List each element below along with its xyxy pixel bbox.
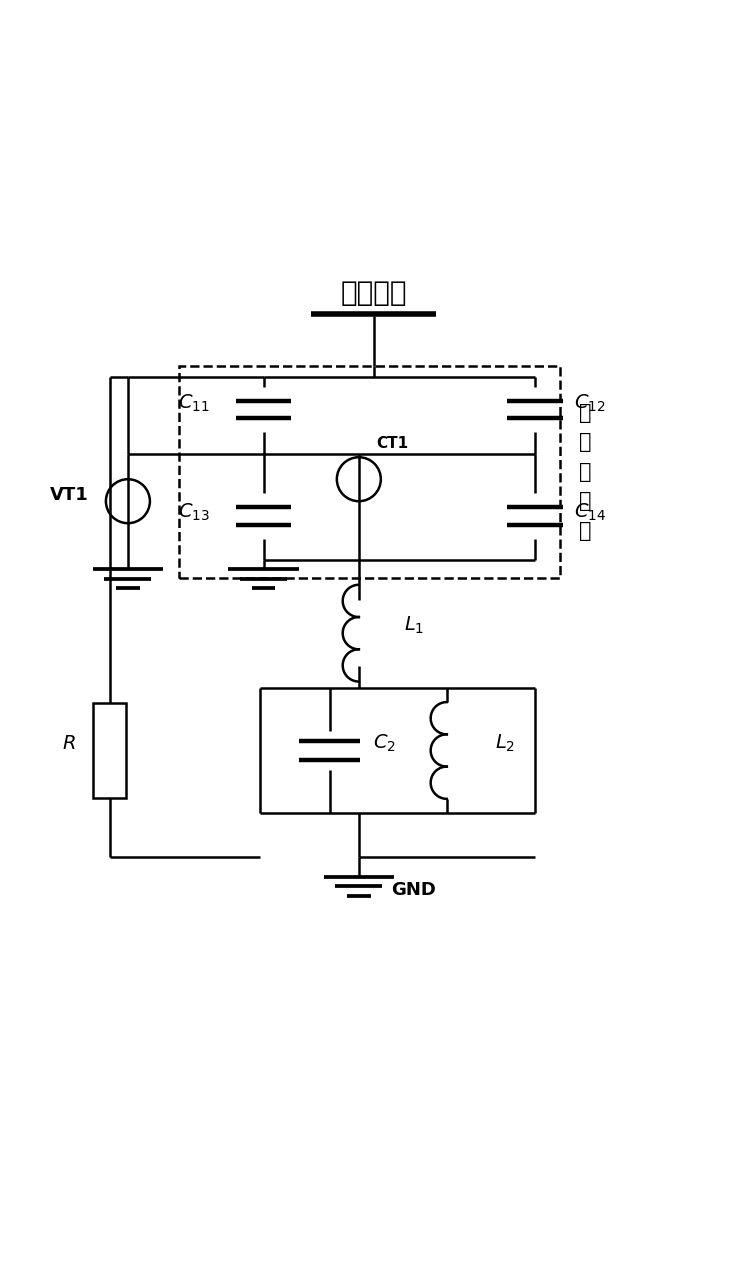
Bar bbox=[93, 703, 125, 798]
Text: $C_{11}$: $C_{11}$ bbox=[178, 393, 210, 414]
Text: VT1: VT1 bbox=[50, 487, 89, 505]
Text: GND: GND bbox=[391, 881, 436, 899]
Text: 交流母线: 交流母线 bbox=[340, 279, 407, 307]
Text: $R$: $R$ bbox=[63, 734, 76, 753]
Text: $C_{14}$: $C_{14}$ bbox=[574, 502, 606, 523]
Bar bbox=[179, 365, 560, 578]
Text: $L_{2}$: $L_{2}$ bbox=[495, 733, 515, 753]
Text: CT1: CT1 bbox=[376, 437, 408, 451]
Text: $C_{12}$: $C_{12}$ bbox=[574, 393, 606, 414]
Text: 高
压
电
容
器: 高 压 电 容 器 bbox=[579, 402, 592, 541]
Text: $L_{1}$: $L_{1}$ bbox=[403, 615, 424, 637]
Text: $C_{13}$: $C_{13}$ bbox=[178, 502, 210, 523]
Text: $C_{2}$: $C_{2}$ bbox=[373, 733, 396, 753]
